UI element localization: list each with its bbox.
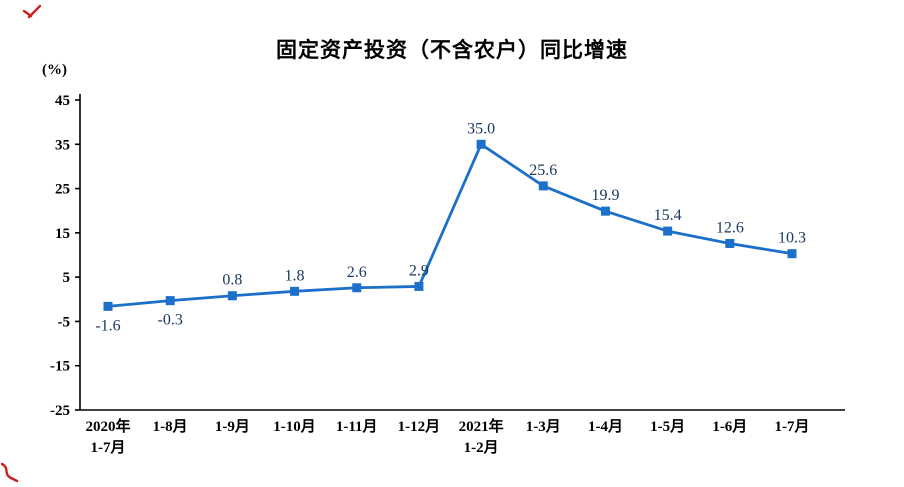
svg-text:1.8: 1.8: [285, 267, 305, 284]
svg-text:-0.3: -0.3: [158, 312, 183, 329]
svg-text:0.8: 0.8: [222, 272, 242, 289]
svg-text:1-11月: 1-11月: [336, 418, 378, 435]
svg-text:2.9: 2.9: [409, 262, 429, 279]
svg-text:25: 25: [55, 182, 70, 198]
svg-text:1-8月: 1-8月: [153, 418, 188, 435]
svg-text:1-3月: 1-3月: [526, 418, 561, 435]
svg-text:-1.6: -1.6: [95, 317, 120, 334]
svg-text:19.9: 19.9: [591, 187, 619, 204]
svg-text:5: 5: [63, 270, 71, 286]
svg-text:15.4: 15.4: [654, 207, 682, 224]
svg-text:45: 45: [55, 93, 70, 109]
red-artifact-top-left: [22, 4, 42, 19]
svg-text:-5: -5: [58, 314, 71, 330]
svg-text:2.6: 2.6: [347, 264, 367, 281]
svg-text:1-9月: 1-9月: [215, 418, 250, 435]
svg-text:1-6月: 1-6月: [712, 418, 747, 435]
plot-area: 45 35 25 15 5 -5 -15 -25 2020年 1-7月 1-8月 1-9月 1-10月 1…: [50, 93, 845, 456]
svg-text:-15: -15: [50, 359, 70, 375]
svg-text:2021年: 2021年: [459, 417, 504, 435]
chart-title: 固定资产投资（不含农户）同比增速: [276, 39, 628, 62]
svg-text:1-7月: 1-7月: [91, 439, 126, 456]
svg-text:-25: -25: [50, 403, 70, 419]
red-artifact-bottom-left: [0, 462, 19, 483]
svg-text:12.6: 12.6: [716, 219, 744, 236]
svg-text:1-4月: 1-4月: [588, 418, 623, 435]
svg-text:1-5月: 1-5月: [650, 418, 685, 435]
svg-text:1-7月: 1-7月: [775, 418, 810, 435]
y-axis-unit-label: (%): [42, 62, 67, 78]
svg-text:10.3: 10.3: [778, 230, 806, 247]
svg-text:1-12月: 1-12月: [398, 418, 441, 435]
svg-text:25.6: 25.6: [529, 162, 557, 179]
svg-text:1-10月: 1-10月: [273, 418, 316, 435]
svg-text:15: 15: [55, 226, 70, 242]
svg-text:2020年: 2020年: [85, 417, 130, 435]
svg-text:1-2月: 1-2月: [464, 439, 499, 456]
svg-text:35: 35: [55, 137, 70, 153]
svg-text:35.0: 35.0: [467, 120, 495, 137]
